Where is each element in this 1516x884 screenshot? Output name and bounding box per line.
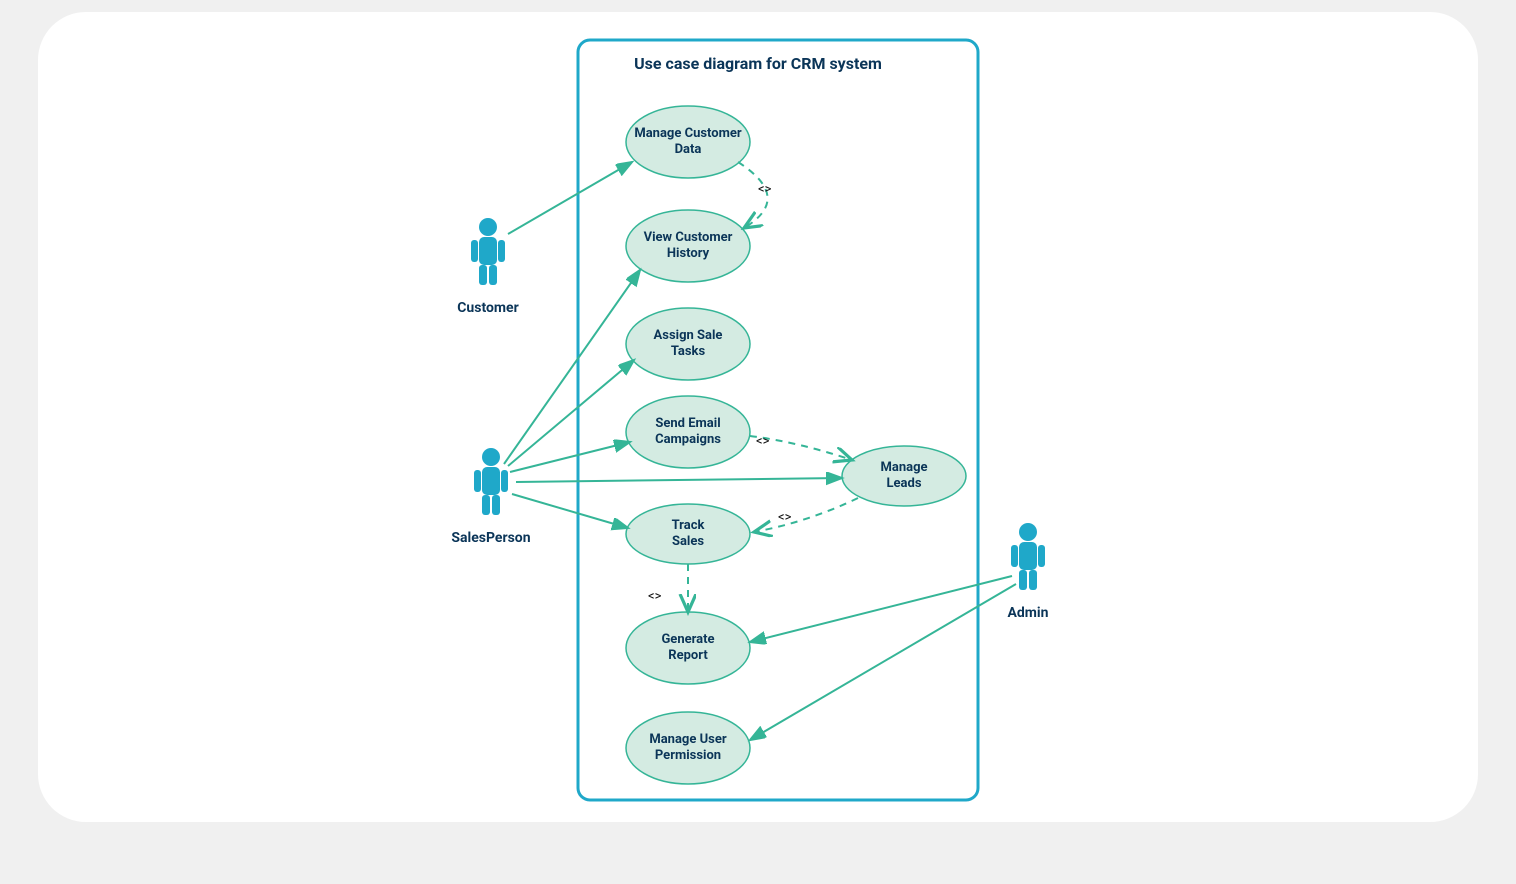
usecase-manage_customer_data	[626, 106, 750, 178]
edge-customer-manage_customer_data	[508, 162, 632, 234]
usecase-generate_report	[626, 612, 750, 684]
system-title: Use case diagram for CRM system	[628, 54, 888, 73]
edge-manage_customer_data-view_customer_history	[738, 162, 768, 228]
edge-send_email_campaigns-manage_leads	[750, 436, 852, 460]
diagram-svg	[38, 12, 1478, 822]
actor-customer	[471, 218, 505, 285]
actor-admin	[1011, 523, 1045, 590]
usecase-assign_sale_tasks	[626, 308, 750, 380]
usecase-manage_user_permission	[626, 712, 750, 784]
edge-salesperson-send_email_campaigns	[510, 442, 630, 472]
actor-label-admin: Admin	[968, 605, 1088, 621]
actor-label-customer: Customer	[428, 300, 548, 316]
edge-salesperson-track_sales	[512, 494, 628, 528]
usecase-manage_leads	[842, 446, 966, 506]
edge-salesperson-manage_leads	[516, 478, 842, 482]
actor-label-salesperson: SalesPerson	[431, 530, 551, 546]
usecase-send_email_campaigns	[626, 396, 750, 468]
edge-manage_leads-track_sales	[754, 498, 858, 532]
usecase-view_customer_history	[626, 210, 750, 282]
diagram-canvas: Use case diagram for CRM system Customer S…	[38, 12, 1478, 822]
edge-salesperson-assign_sale_tasks	[508, 360, 634, 466]
actor-salesperson	[474, 448, 508, 515]
usecase-track_sales	[626, 504, 750, 564]
